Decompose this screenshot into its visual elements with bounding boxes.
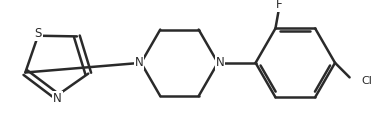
Text: S: S xyxy=(34,27,42,40)
Text: N: N xyxy=(135,56,143,69)
Text: Cl: Cl xyxy=(361,76,372,86)
Text: F: F xyxy=(276,0,282,11)
Text: N: N xyxy=(215,56,224,69)
Text: N: N xyxy=(53,92,62,105)
